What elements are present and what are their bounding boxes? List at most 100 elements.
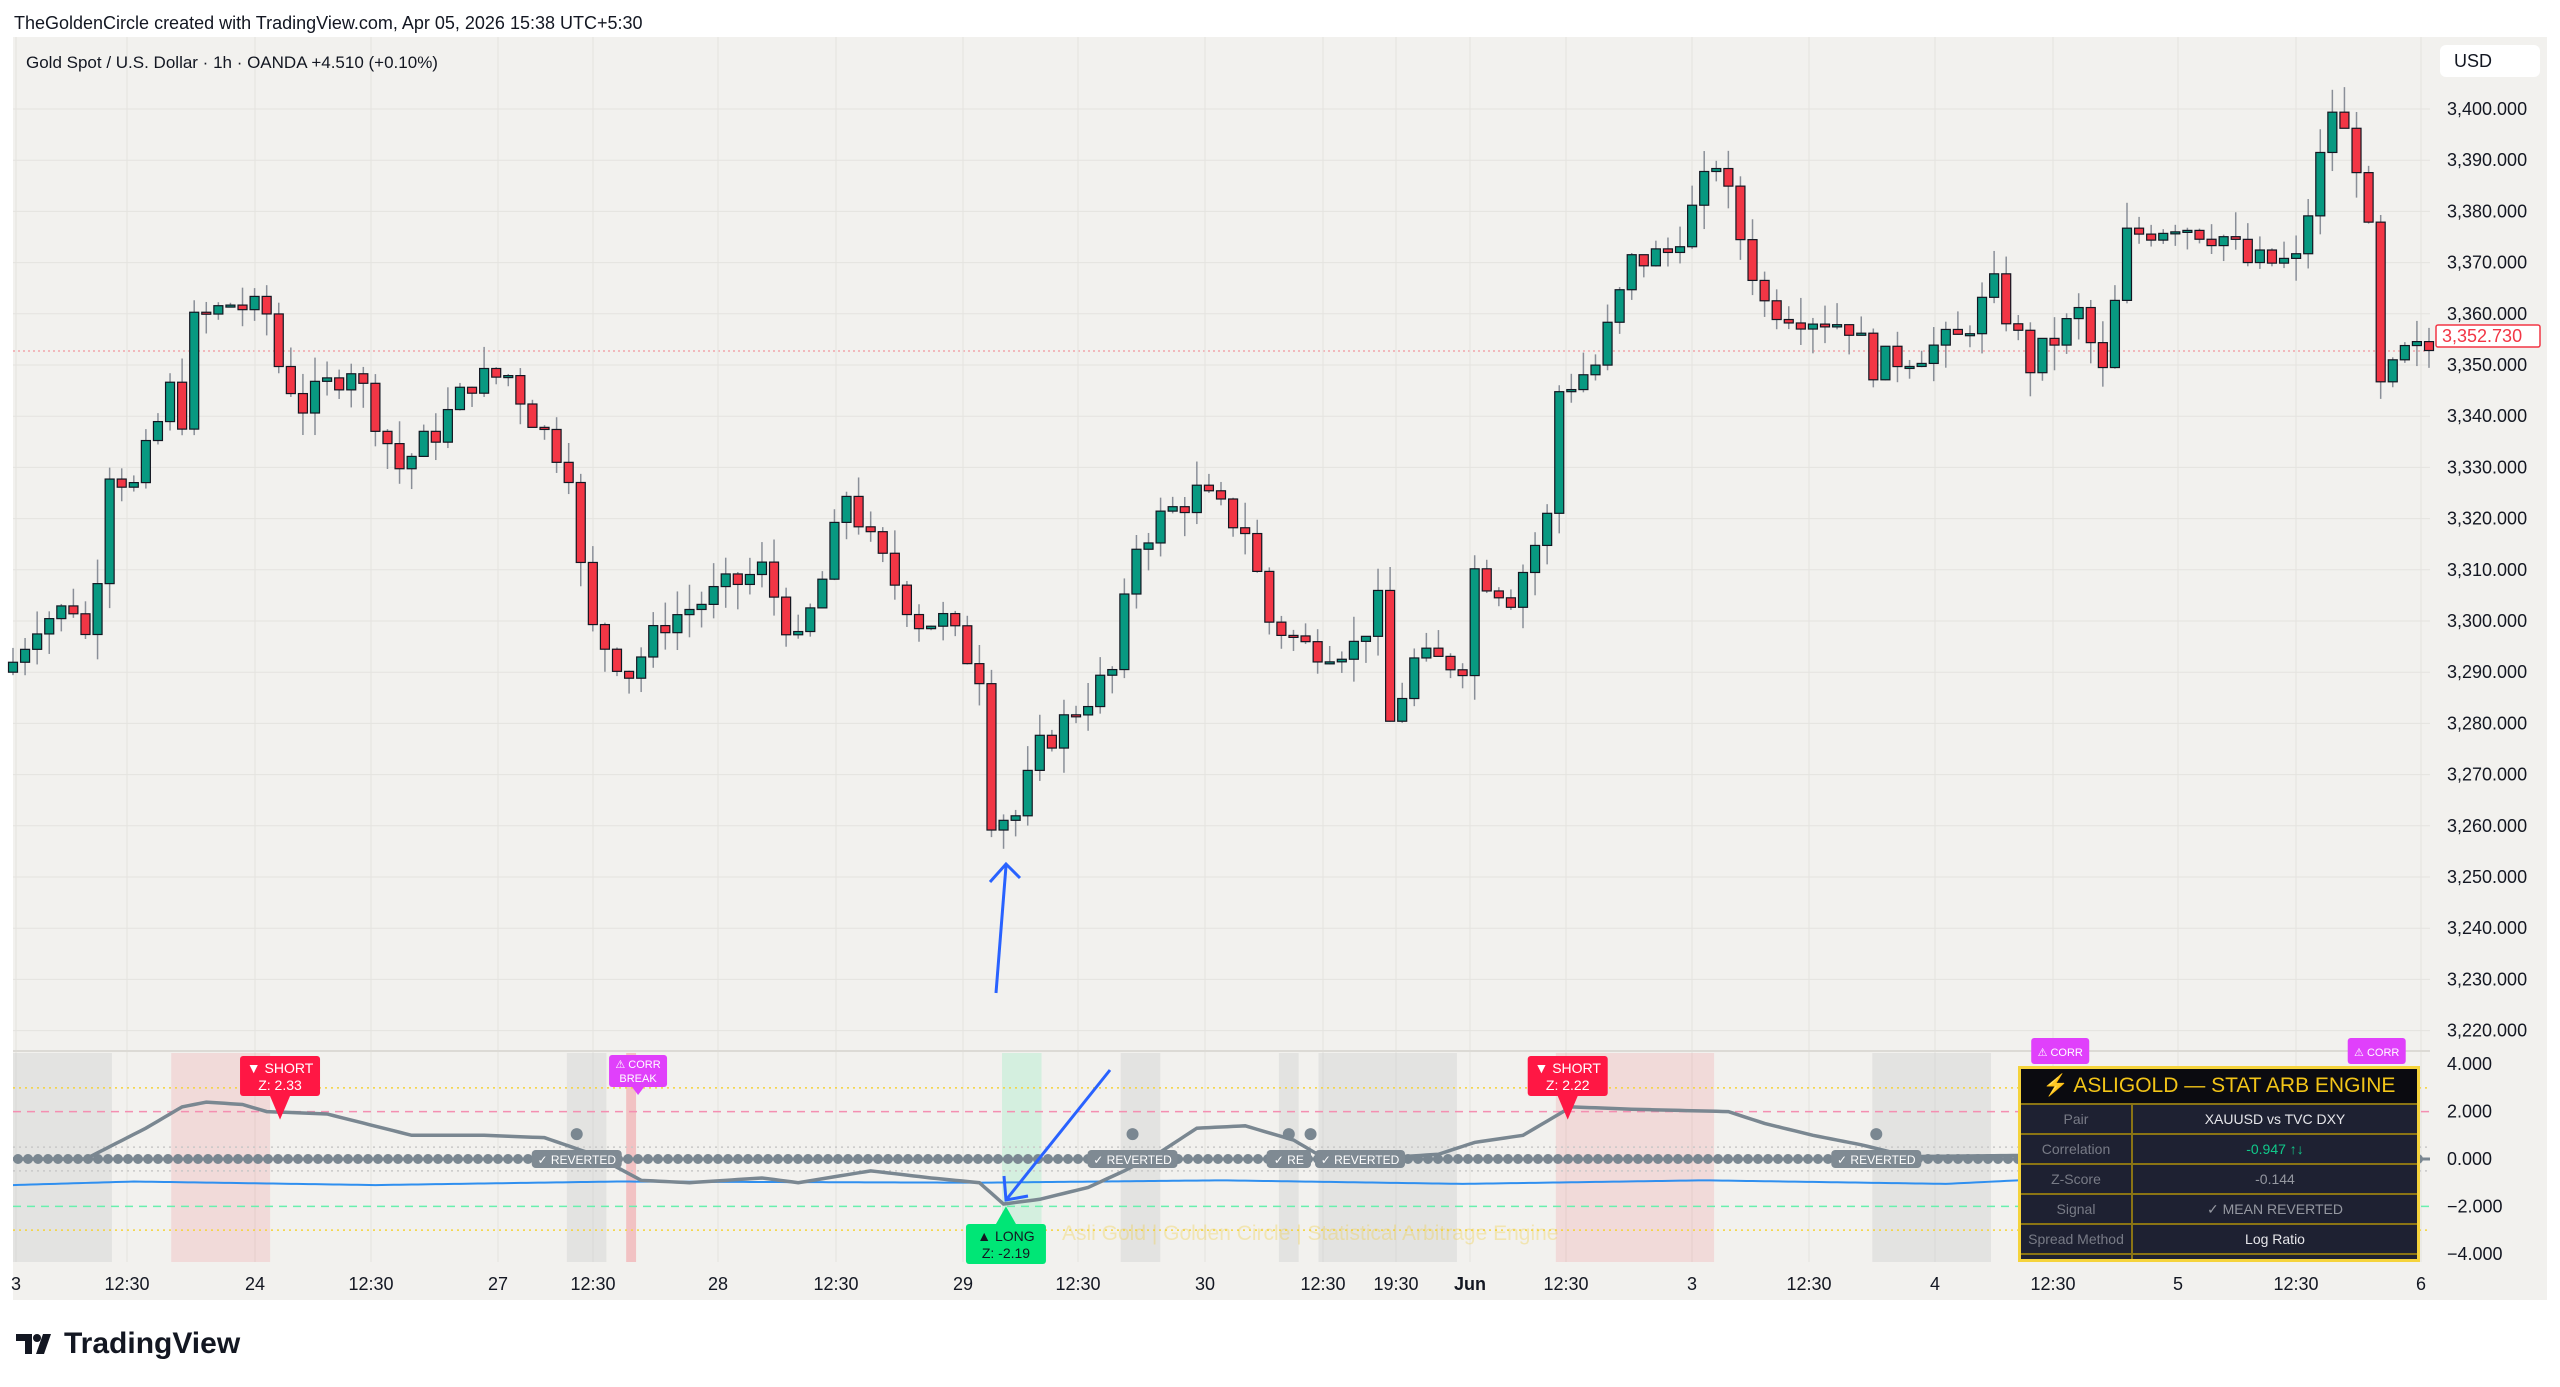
time-tick-label: 6	[2416, 1274, 2426, 1294]
candle-down	[865, 526, 876, 533]
candle-down	[1723, 167, 1734, 187]
candle-down	[2049, 337, 2060, 346]
candle-down	[177, 381, 188, 430]
reverted-marker	[1282, 1128, 1295, 1141]
price-tick-label: 3,290.000	[2447, 662, 2527, 682]
candle-up	[1578, 374, 1589, 391]
candle-down	[2242, 238, 2253, 264]
reverted-badge-label: ✓ RE	[1274, 1153, 1304, 1167]
candle-down	[539, 426, 550, 431]
candle-up	[805, 607, 816, 633]
time-tick-label: 12:30	[570, 1274, 615, 1294]
candle-down	[913, 613, 925, 630]
candle-down	[1385, 589, 1396, 722]
signal-line1: ▼ SHORT	[247, 1060, 314, 1076]
candle-down	[2085, 306, 2096, 344]
time-tick-label: 12:30	[348, 1274, 393, 1294]
time-tick-label: 12:30	[2030, 1274, 2075, 1294]
candle-down	[1638, 254, 1649, 267]
panel-row-key: Corr Method	[2021, 1255, 2133, 1259]
candle-down	[273, 313, 284, 368]
drawing-arrow-indicator[interactable]	[1002, 1069, 1112, 1202]
candle-up	[2291, 253, 2302, 259]
indicator-tick-label: 4.000	[2447, 1054, 2492, 1074]
candle-up	[1360, 635, 1372, 642]
candle-down	[80, 613, 91, 636]
time-tick-label: 12:30	[813, 1274, 858, 1294]
price-tick-label: 3,340.000	[2447, 406, 2527, 426]
candle-down	[1215, 490, 1227, 500]
candle-up	[2315, 151, 2326, 217]
candle-up	[104, 478, 115, 585]
candle-up	[2109, 299, 2121, 369]
time-tick-label: 19:30	[1373, 1274, 1418, 1294]
candle-down	[201, 311, 212, 315]
candle-down	[1433, 647, 1444, 657]
zscore-line	[13, 1100, 2019, 1206]
price-tick-label: 3,330.000	[2447, 457, 2527, 477]
reverted-marker	[1304, 1128, 1317, 1141]
signal-line2: Z: 2.22	[1546, 1077, 1590, 1093]
candle-up	[309, 380, 321, 414]
candle-down	[551, 428, 562, 463]
candle-up	[454, 386, 466, 411]
candle-up	[1602, 321, 1613, 366]
candle-up	[7, 661, 19, 673]
candle-up	[1107, 668, 1118, 676]
symbol-legend[interactable]: Gold Spot / U.S. Dollar · 1h · OANDA +4.…	[26, 53, 438, 72]
candle-down	[599, 623, 611, 650]
candle-up	[503, 374, 514, 379]
candle-down	[466, 386, 478, 394]
candle-down	[2266, 249, 2278, 264]
candle-up	[1807, 323, 1819, 330]
currency-button[interactable]: USD	[2440, 45, 2540, 77]
signal-line2: BREAK	[619, 1073, 657, 1085]
signal-line1: ▲ LONG	[977, 1228, 1034, 1244]
time-tick-label: 29	[953, 1274, 973, 1294]
candle-up	[1964, 333, 1976, 337]
candle-down	[2363, 172, 2374, 223]
price-tick-label: 3,270.000	[2447, 765, 2527, 785]
panel-row-value: Log Ratio	[2245, 1231, 2305, 1247]
candle-up	[1674, 246, 1686, 254]
price-tick-label: 3,370.000	[2447, 253, 2527, 273]
last-price-box	[2435, 324, 2541, 348]
candle-up	[925, 625, 937, 630]
price-tick-label: 3,390.000	[2447, 150, 2527, 170]
tradingview-logo-icon	[16, 1334, 51, 1354]
candle-up	[2121, 227, 2133, 301]
drawing-arrow-price[interactable]	[988, 861, 1022, 994]
time-tick-label: 12:30	[1786, 1274, 1831, 1294]
candle-down	[962, 625, 973, 665]
time-tick-label: 27	[488, 1274, 508, 1294]
candle-up	[2411, 340, 2423, 347]
candle-down	[1892, 345, 1903, 368]
candle-down	[382, 430, 393, 445]
candle-up	[321, 377, 333, 382]
candle-up	[1131, 548, 1142, 595]
price-tick-label: 3,220.000	[2447, 1021, 2527, 1041]
indicator-tick-label: 2.000	[2447, 1102, 2492, 1122]
candle-up	[1167, 506, 1178, 512]
tradingview-logo[interactable]: TradingView	[16, 1327, 240, 1361]
candle-up	[2158, 232, 2169, 241]
time-tick-label: 12:30	[1300, 1274, 1345, 1294]
candle-down	[563, 461, 574, 484]
candle-up	[1880, 345, 1891, 381]
candle-down	[334, 377, 345, 391]
candle-down	[515, 374, 526, 405]
candle-up	[1191, 484, 1202, 514]
candle-down	[877, 531, 888, 554]
signal-pointer	[1557, 1096, 1578, 1120]
candle-down	[1783, 318, 1794, 324]
candle-down	[1046, 734, 1057, 749]
candle-down	[1445, 655, 1456, 671]
candle-up	[56, 605, 67, 620]
last-price-label: 3,352.730	[2442, 326, 2522, 346]
candle-down	[527, 403, 538, 428]
candle-up	[2254, 249, 2265, 264]
candle-down	[2375, 221, 2386, 383]
candle-up	[346, 373, 357, 391]
price-tick-label: 3,230.000	[2447, 969, 2527, 989]
reverted-marker	[1870, 1128, 1883, 1141]
